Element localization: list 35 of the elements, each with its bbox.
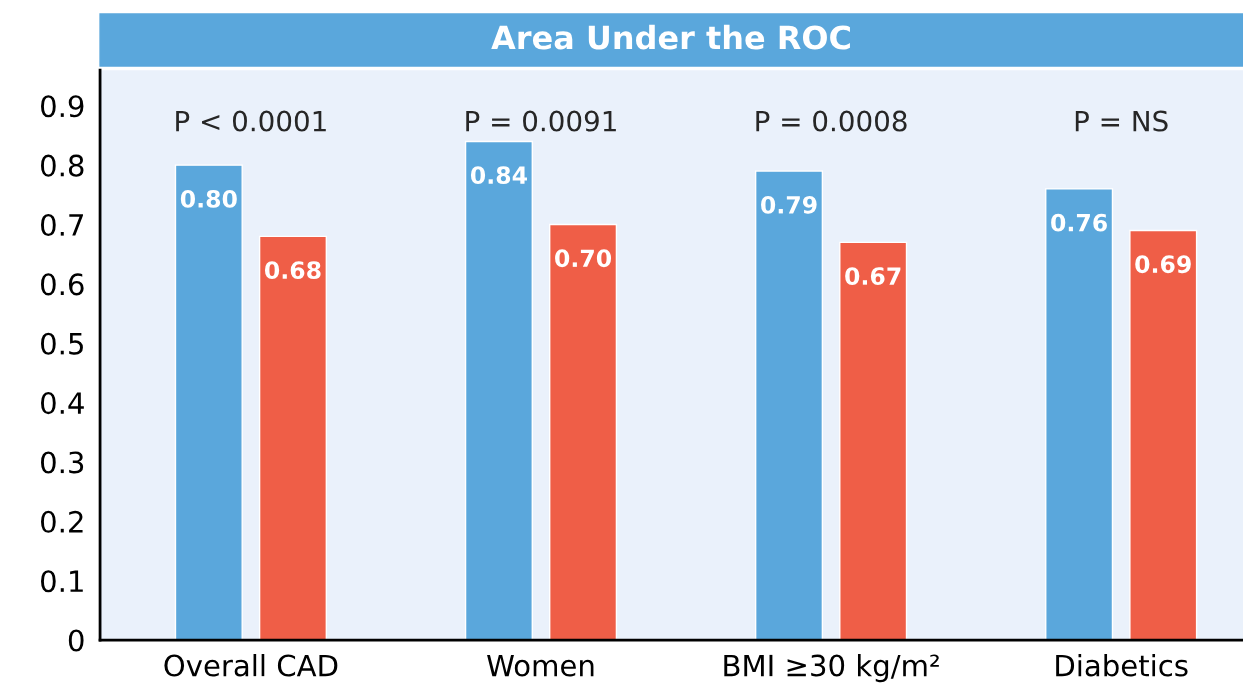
x-tick-label: Women xyxy=(487,654,594,677)
data-label: 0.76 xyxy=(1051,213,1107,232)
data-label: 0.79 xyxy=(761,195,817,214)
data-label: 0.67 xyxy=(845,267,901,285)
data-label: 0.70 xyxy=(555,249,612,268)
bar xyxy=(1045,188,1114,641)
y-tick-label: 0 xyxy=(68,629,84,652)
annotation: P < 0.0001 xyxy=(176,110,326,132)
y-tick-label: 0.2 xyxy=(41,510,83,533)
bar xyxy=(1129,229,1198,641)
bar xyxy=(174,164,243,641)
y-tick-label: 0.4 xyxy=(41,392,84,415)
annotation: P = NS xyxy=(1075,110,1168,132)
data-label: 0.80 xyxy=(180,189,237,208)
y-tick-label: 0.6 xyxy=(41,273,84,296)
y-tick-label: 0.7 xyxy=(41,213,83,237)
y-tick-label: 0.8 xyxy=(41,154,84,177)
bar xyxy=(258,235,328,641)
x-tick-label: Diabetics xyxy=(1056,653,1188,677)
bar xyxy=(548,223,618,641)
data-label: 0.84 xyxy=(470,166,527,185)
x-tick-label: Overall CAD xyxy=(164,653,338,677)
data-label: 0.69 xyxy=(1135,255,1191,274)
chart-title: Area Under the ROC xyxy=(491,24,850,50)
data-label: 0.68 xyxy=(264,261,321,280)
bar xyxy=(754,170,824,641)
annotation: P = 0.0091 xyxy=(466,110,616,132)
bar xyxy=(839,241,908,641)
annotation: P = 0.0008 xyxy=(756,110,907,132)
y-tick-label: 0.1 xyxy=(41,570,83,593)
bar xyxy=(464,140,533,641)
y-tick-label: 0.9 xyxy=(41,95,84,118)
x-tick-label: BMI ≥30 kg/m² xyxy=(724,653,939,683)
y-tick-label: 0.5 xyxy=(41,332,83,355)
y-tick-label: 0.3 xyxy=(41,451,84,474)
